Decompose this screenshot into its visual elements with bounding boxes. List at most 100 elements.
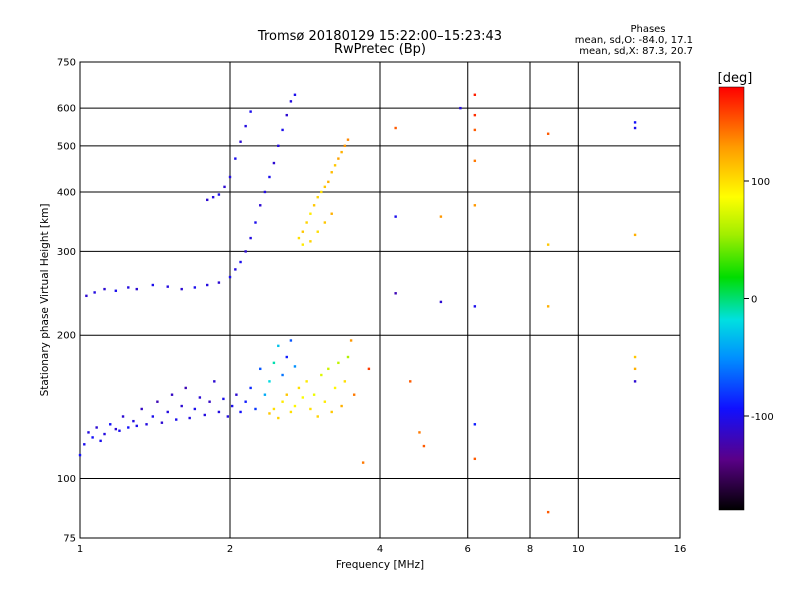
- colorbar-label: [deg]: [718, 71, 753, 86]
- data-point: [160, 421, 164, 424]
- y-tick-label: 750: [57, 58, 76, 69]
- data-point: [230, 404, 234, 408]
- data-point: [127, 426, 130, 429]
- data-point: [170, 393, 174, 396]
- y-tick-label: 200: [57, 331, 76, 342]
- data-point: [268, 412, 271, 415]
- data-point: [285, 355, 288, 359]
- data-point: [145, 423, 148, 426]
- grid-lines: [80, 62, 680, 538]
- data-point: [473, 113, 477, 117]
- data-point: [330, 171, 333, 174]
- data-point: [473, 159, 477, 163]
- data-point: [546, 510, 550, 514]
- data-point: [281, 128, 284, 132]
- data-point: [439, 300, 443, 304]
- data-point: [546, 243, 550, 246]
- data-point: [316, 415, 319, 418]
- data-point: [473, 457, 477, 461]
- data-point: [188, 416, 191, 420]
- data-point: [473, 204, 477, 207]
- x-tick-label: 2: [227, 544, 233, 555]
- data-point: [277, 416, 280, 420]
- data-point: [327, 180, 330, 184]
- data-point: [316, 195, 319, 199]
- data-point: [95, 426, 98, 429]
- data-point: [633, 233, 637, 237]
- data-point: [205, 283, 209, 287]
- data-point: [249, 236, 252, 240]
- data-point: [394, 292, 397, 295]
- data-point: [217, 281, 221, 284]
- y-tick-label: 100: [57, 474, 76, 485]
- data-point: [239, 410, 242, 414]
- data-point: [198, 396, 202, 399]
- data-point: [180, 287, 183, 291]
- data-point: [234, 268, 237, 271]
- data-point: [85, 294, 88, 298]
- data-point: [203, 413, 206, 417]
- data-point: [235, 393, 238, 396]
- colorbar: [718, 86, 745, 511]
- data-point: [343, 380, 347, 383]
- data-point: [99, 439, 102, 443]
- data-point: [226, 415, 230, 418]
- data-point: [156, 400, 159, 403]
- data-point: [228, 275, 232, 279]
- y-tick-label: 300: [57, 247, 76, 258]
- data-point: [217, 410, 221, 414]
- data-point: [222, 397, 225, 401]
- data-point: [309, 407, 312, 411]
- data-point: [277, 144, 280, 148]
- data-point: [312, 393, 316, 396]
- x-tick-label: 1: [77, 544, 83, 555]
- data-point: [259, 204, 262, 207]
- data-point: [217, 193, 221, 196]
- data-point: [546, 305, 550, 308]
- data-point: [633, 121, 637, 124]
- y-tick-label: 600: [57, 104, 76, 115]
- data-point: [272, 407, 276, 411]
- data-point: [320, 373, 323, 377]
- data-point: [259, 367, 262, 371]
- data-point: [211, 195, 215, 199]
- data-point: [135, 424, 138, 428]
- data-point: [249, 386, 252, 390]
- data-point: [151, 415, 155, 418]
- data-point: [239, 140, 242, 143]
- data-point: [316, 230, 319, 233]
- data-point: [330, 212, 333, 215]
- data-point: [340, 150, 343, 154]
- data-point: [352, 393, 356, 396]
- data-point: [244, 250, 247, 253]
- data-point: [83, 443, 86, 446]
- colorbar-tick-label: 100: [751, 177, 770, 188]
- data-point: [289, 339, 293, 342]
- data-point: [633, 380, 637, 383]
- data-point: [103, 432, 106, 436]
- data-point: [337, 157, 340, 160]
- data-point: [213, 380, 216, 383]
- data-point: [323, 221, 327, 224]
- data-point: [135, 287, 138, 291]
- data-point: [409, 380, 412, 383]
- data-point: [223, 185, 226, 189]
- y-tick-label: 500: [57, 141, 76, 152]
- data-point: [118, 429, 121, 432]
- data-point: [343, 144, 347, 148]
- data-point: [285, 113, 288, 117]
- data-point: [301, 243, 305, 246]
- data-point: [228, 175, 232, 179]
- data-point: [301, 396, 305, 399]
- chart-title: Tromsø 20180129 15:22:00–15:23:43: [257, 29, 502, 44]
- stats-title: Phases: [630, 24, 665, 35]
- data-point: [312, 204, 316, 207]
- x-tick-label: 4: [377, 544, 383, 555]
- y-axis-ticks: 75 100 200 300 400 500 600 750: [57, 58, 76, 545]
- data-point: [323, 185, 327, 189]
- data-point: [333, 164, 337, 167]
- x-tick-label: 8: [527, 544, 533, 555]
- data-point: [309, 240, 312, 243]
- data-point: [349, 339, 353, 342]
